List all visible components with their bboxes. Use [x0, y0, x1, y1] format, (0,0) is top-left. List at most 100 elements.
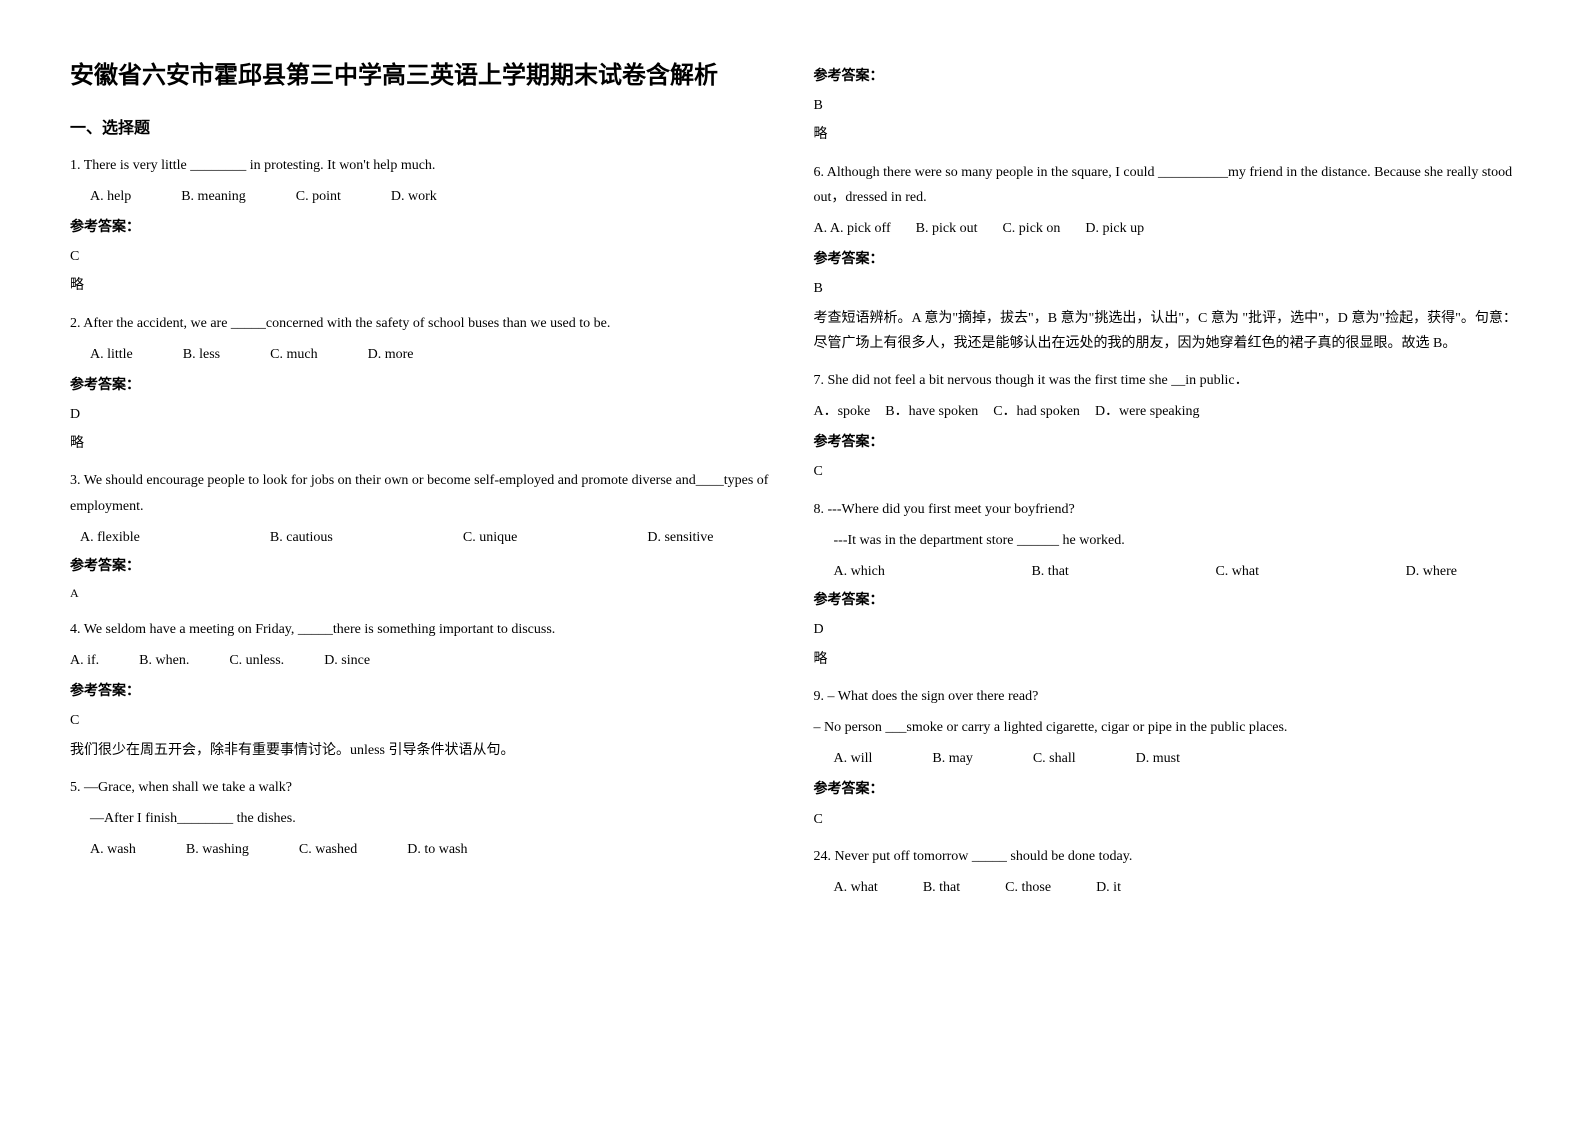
q8-options: A. which B. that C. what D. where [834, 559, 1458, 584]
q7-text: 7. She did not feel a bit nervous though… [814, 368, 1518, 393]
question-4: 4. We seldom have a meeting on Friday, _… [70, 617, 774, 763]
q9-optB: B. may [932, 746, 972, 771]
question-24: 24. Never put off tomorrow _____ should … [814, 844, 1518, 900]
q24-optB: B. that [923, 875, 960, 900]
q1-optC: C. point [296, 184, 341, 209]
q4-optB: B. when. [139, 648, 189, 673]
q6-optD: D. pick up [1085, 216, 1144, 241]
q5-optB: B. washing [186, 837, 249, 862]
q4-optA: A. if. [70, 648, 99, 673]
q2-optD: D. more [368, 342, 414, 367]
q4-text: 4. We seldom have a meeting on Friday, _… [70, 617, 774, 642]
q6-answer-label: 参考答案： [814, 247, 1518, 272]
q8-optC: C. what [1215, 559, 1259, 584]
q6-optB: B. pick out [916, 216, 978, 241]
q9-answer-label: 参考答案： [814, 777, 1518, 802]
q5-optD: D. to wash [407, 837, 467, 862]
q5-options: A. wash B. washing C. washed D. to wash [90, 837, 774, 862]
q1-optB: B. meaning [181, 184, 246, 209]
question-3: 3. We should encourage people to look fo… [70, 468, 774, 604]
q7-optC: C．had spoken [993, 399, 1080, 424]
q9-optD: D. must [1136, 746, 1180, 771]
q2-answer-label: 参考答案： [70, 373, 774, 398]
q3-answer: A [70, 583, 774, 605]
q24-text: 24. Never put off tomorrow _____ should … [814, 844, 1518, 869]
question-9: 9. – What does the sign over there read?… [814, 684, 1518, 832]
q24-optD: D. it [1096, 875, 1121, 900]
q1-text: 1. There is very little ________ in prot… [70, 153, 774, 178]
q3-optB: B. cautious [270, 525, 333, 550]
question-8: 8. ---Where did you first meet your boyf… [814, 497, 1518, 672]
right-column: 参考答案： B 略 6. Although there were so many… [794, 60, 1538, 1062]
q8-exp: 略 [814, 647, 1518, 672]
q8-optB: B. that [1031, 559, 1068, 584]
q9-text2: – No person ___smoke or carry a lighted … [814, 715, 1518, 740]
q7-options: A．spoke B．have spoken C．had spoken D．wer… [814, 399, 1518, 424]
q9-optC: C. shall [1033, 746, 1076, 771]
q9-text1: 9. – What does the sign over there read? [814, 684, 1518, 709]
q1-answer: C [70, 244, 774, 269]
question-6: 6. Although there were so many people in… [814, 160, 1518, 356]
q7-answer-label: 参考答案： [814, 430, 1518, 455]
q6-optA: A. A. pick off [814, 216, 891, 241]
q5-text1: 5. —Grace, when shall we take a walk? [70, 775, 774, 800]
q2-text: 2. After the accident, we are _____conce… [70, 311, 774, 336]
question-1: 1. There is very little ________ in prot… [70, 153, 774, 299]
q2-answer: D [70, 402, 774, 427]
q3-optD: D. sensitive [647, 525, 713, 550]
q1-optD: D. work [391, 184, 437, 209]
q4-optD: D. since [324, 648, 370, 673]
q9-optA: A. will [834, 746, 873, 771]
q1-optA: A. help [90, 184, 131, 209]
q24-optA: A. what [834, 875, 878, 900]
q24-optC: C. those [1005, 875, 1051, 900]
question-2: 2. After the accident, we are _____conce… [70, 311, 774, 457]
q5-text2: —After I finish________ the dishes. [90, 806, 774, 831]
q4-answer: C [70, 708, 774, 733]
q2-optC: C. much [270, 342, 317, 367]
q4-optC: C. unless. [229, 648, 284, 673]
q7-optD: D．were speaking [1095, 399, 1200, 424]
q1-answer-label: 参考答案： [70, 215, 774, 240]
q7-optA: A．spoke [814, 399, 871, 424]
section-header: 一、选择题 [70, 114, 774, 138]
q4-options: A. if. B. when. C. unless. D. since [70, 648, 774, 673]
q2-options: A. little B. less C. much D. more [90, 342, 774, 367]
q3-text: 3. We should encourage people to look fo… [70, 468, 774, 518]
q2-optA: A. little [90, 342, 133, 367]
q6-answer: B [814, 276, 1518, 301]
q6-exp: 考查短语辨析。A 意为"摘掉，拔去"，B 意为"挑选出，认出"，C 意为 "批评… [814, 306, 1518, 356]
page-title: 安徽省六安市霍邱县第三中学高三英语上学期期末试卷含解析 [70, 60, 774, 94]
q1-options: A. help B. meaning C. point D. work [90, 184, 774, 209]
q6-options: A. A. pick off B. pick out C. pick on D.… [814, 216, 1518, 241]
q5-optA: A. wash [90, 837, 136, 862]
q7-answer: C [814, 459, 1518, 484]
q5-answer-label: 参考答案： [814, 64, 1518, 89]
question-5-cont: 参考答案： B 略 [814, 64, 1518, 148]
question-7: 7. She did not feel a bit nervous though… [814, 368, 1518, 485]
q9-answer: C [814, 807, 1518, 832]
left-column: 安徽省六安市霍邱县第三中学高三英语上学期期末试卷含解析 一、选择题 1. The… [50, 60, 794, 1062]
q3-optC: C. unique [463, 525, 517, 550]
q6-optC: C. pick on [1002, 216, 1060, 241]
q2-exp: 略 [70, 431, 774, 456]
q6-text: 6. Although there were so many people in… [814, 160, 1518, 210]
q24-options: A. what B. that C. those D. it [834, 875, 1518, 900]
q8-answer-label: 参考答案： [814, 588, 1518, 613]
q4-answer-label: 参考答案： [70, 679, 774, 704]
q5-exp: 略 [814, 122, 1518, 147]
q7-optB: B．have spoken [885, 399, 978, 424]
q8-optD: D. where [1406, 559, 1457, 584]
q3-options: A. flexible B. cautious C. unique D. sen… [80, 525, 714, 550]
q8-answer: D [814, 617, 1518, 642]
q3-optA: A. flexible [80, 525, 140, 550]
q1-exp: 略 [70, 273, 774, 298]
q5-answer: B [814, 93, 1518, 118]
q9-options: A. will B. may C. shall D. must [834, 746, 1518, 771]
q5-optC: C. washed [299, 837, 357, 862]
q2-optB: B. less [183, 342, 220, 367]
q3-answer-label: 参考答案： [70, 554, 774, 579]
q8-optA: A. which [834, 559, 885, 584]
question-5: 5. —Grace, when shall we take a walk? —A… [70, 775, 774, 863]
q8-text2: ---It was in the department store ______… [834, 528, 1518, 553]
